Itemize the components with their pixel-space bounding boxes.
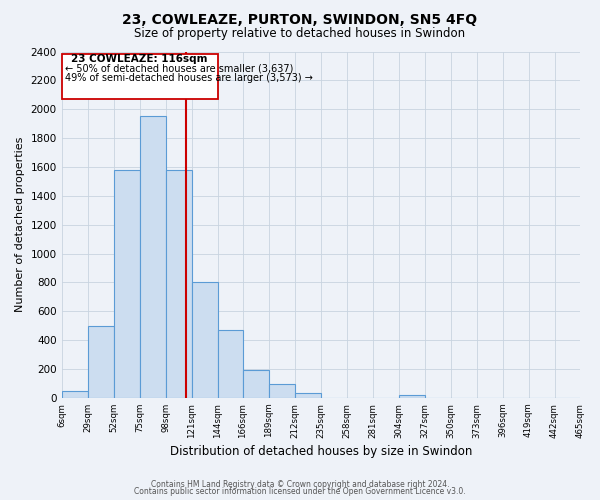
Text: 49% of semi-detached houses are larger (3,573) →: 49% of semi-detached houses are larger (…: [65, 73, 313, 83]
Bar: [113, 170, 140, 398]
Bar: [88, 326, 113, 398]
Bar: [140, 116, 166, 398]
Text: ← 50% of detached houses are smaller (3,637): ← 50% of detached houses are smaller (3,…: [65, 64, 293, 74]
Bar: [218, 330, 242, 398]
Text: 23, COWLEAZE, PURTON, SWINDON, SN5 4FQ: 23, COWLEAZE, PURTON, SWINDON, SN5 4FQ: [122, 12, 478, 26]
Bar: [62, 390, 88, 398]
X-axis label: Distribution of detached houses by size in Swindon: Distribution of detached houses by size …: [170, 444, 472, 458]
Bar: [269, 384, 295, 398]
Text: Contains HM Land Registry data © Crown copyright and database right 2024.: Contains HM Land Registry data © Crown c…: [151, 480, 449, 489]
Bar: [242, 370, 269, 398]
Bar: [295, 394, 320, 398]
Text: 23 COWLEAZE: 116sqm: 23 COWLEAZE: 116sqm: [71, 54, 208, 64]
FancyBboxPatch shape: [62, 54, 218, 99]
Y-axis label: Number of detached properties: Number of detached properties: [15, 137, 25, 312]
Bar: [191, 282, 218, 398]
Text: Contains public sector information licensed under the Open Government Licence v3: Contains public sector information licen…: [134, 488, 466, 496]
Bar: [166, 170, 191, 398]
Bar: [398, 395, 425, 398]
Text: Size of property relative to detached houses in Swindon: Size of property relative to detached ho…: [134, 28, 466, 40]
